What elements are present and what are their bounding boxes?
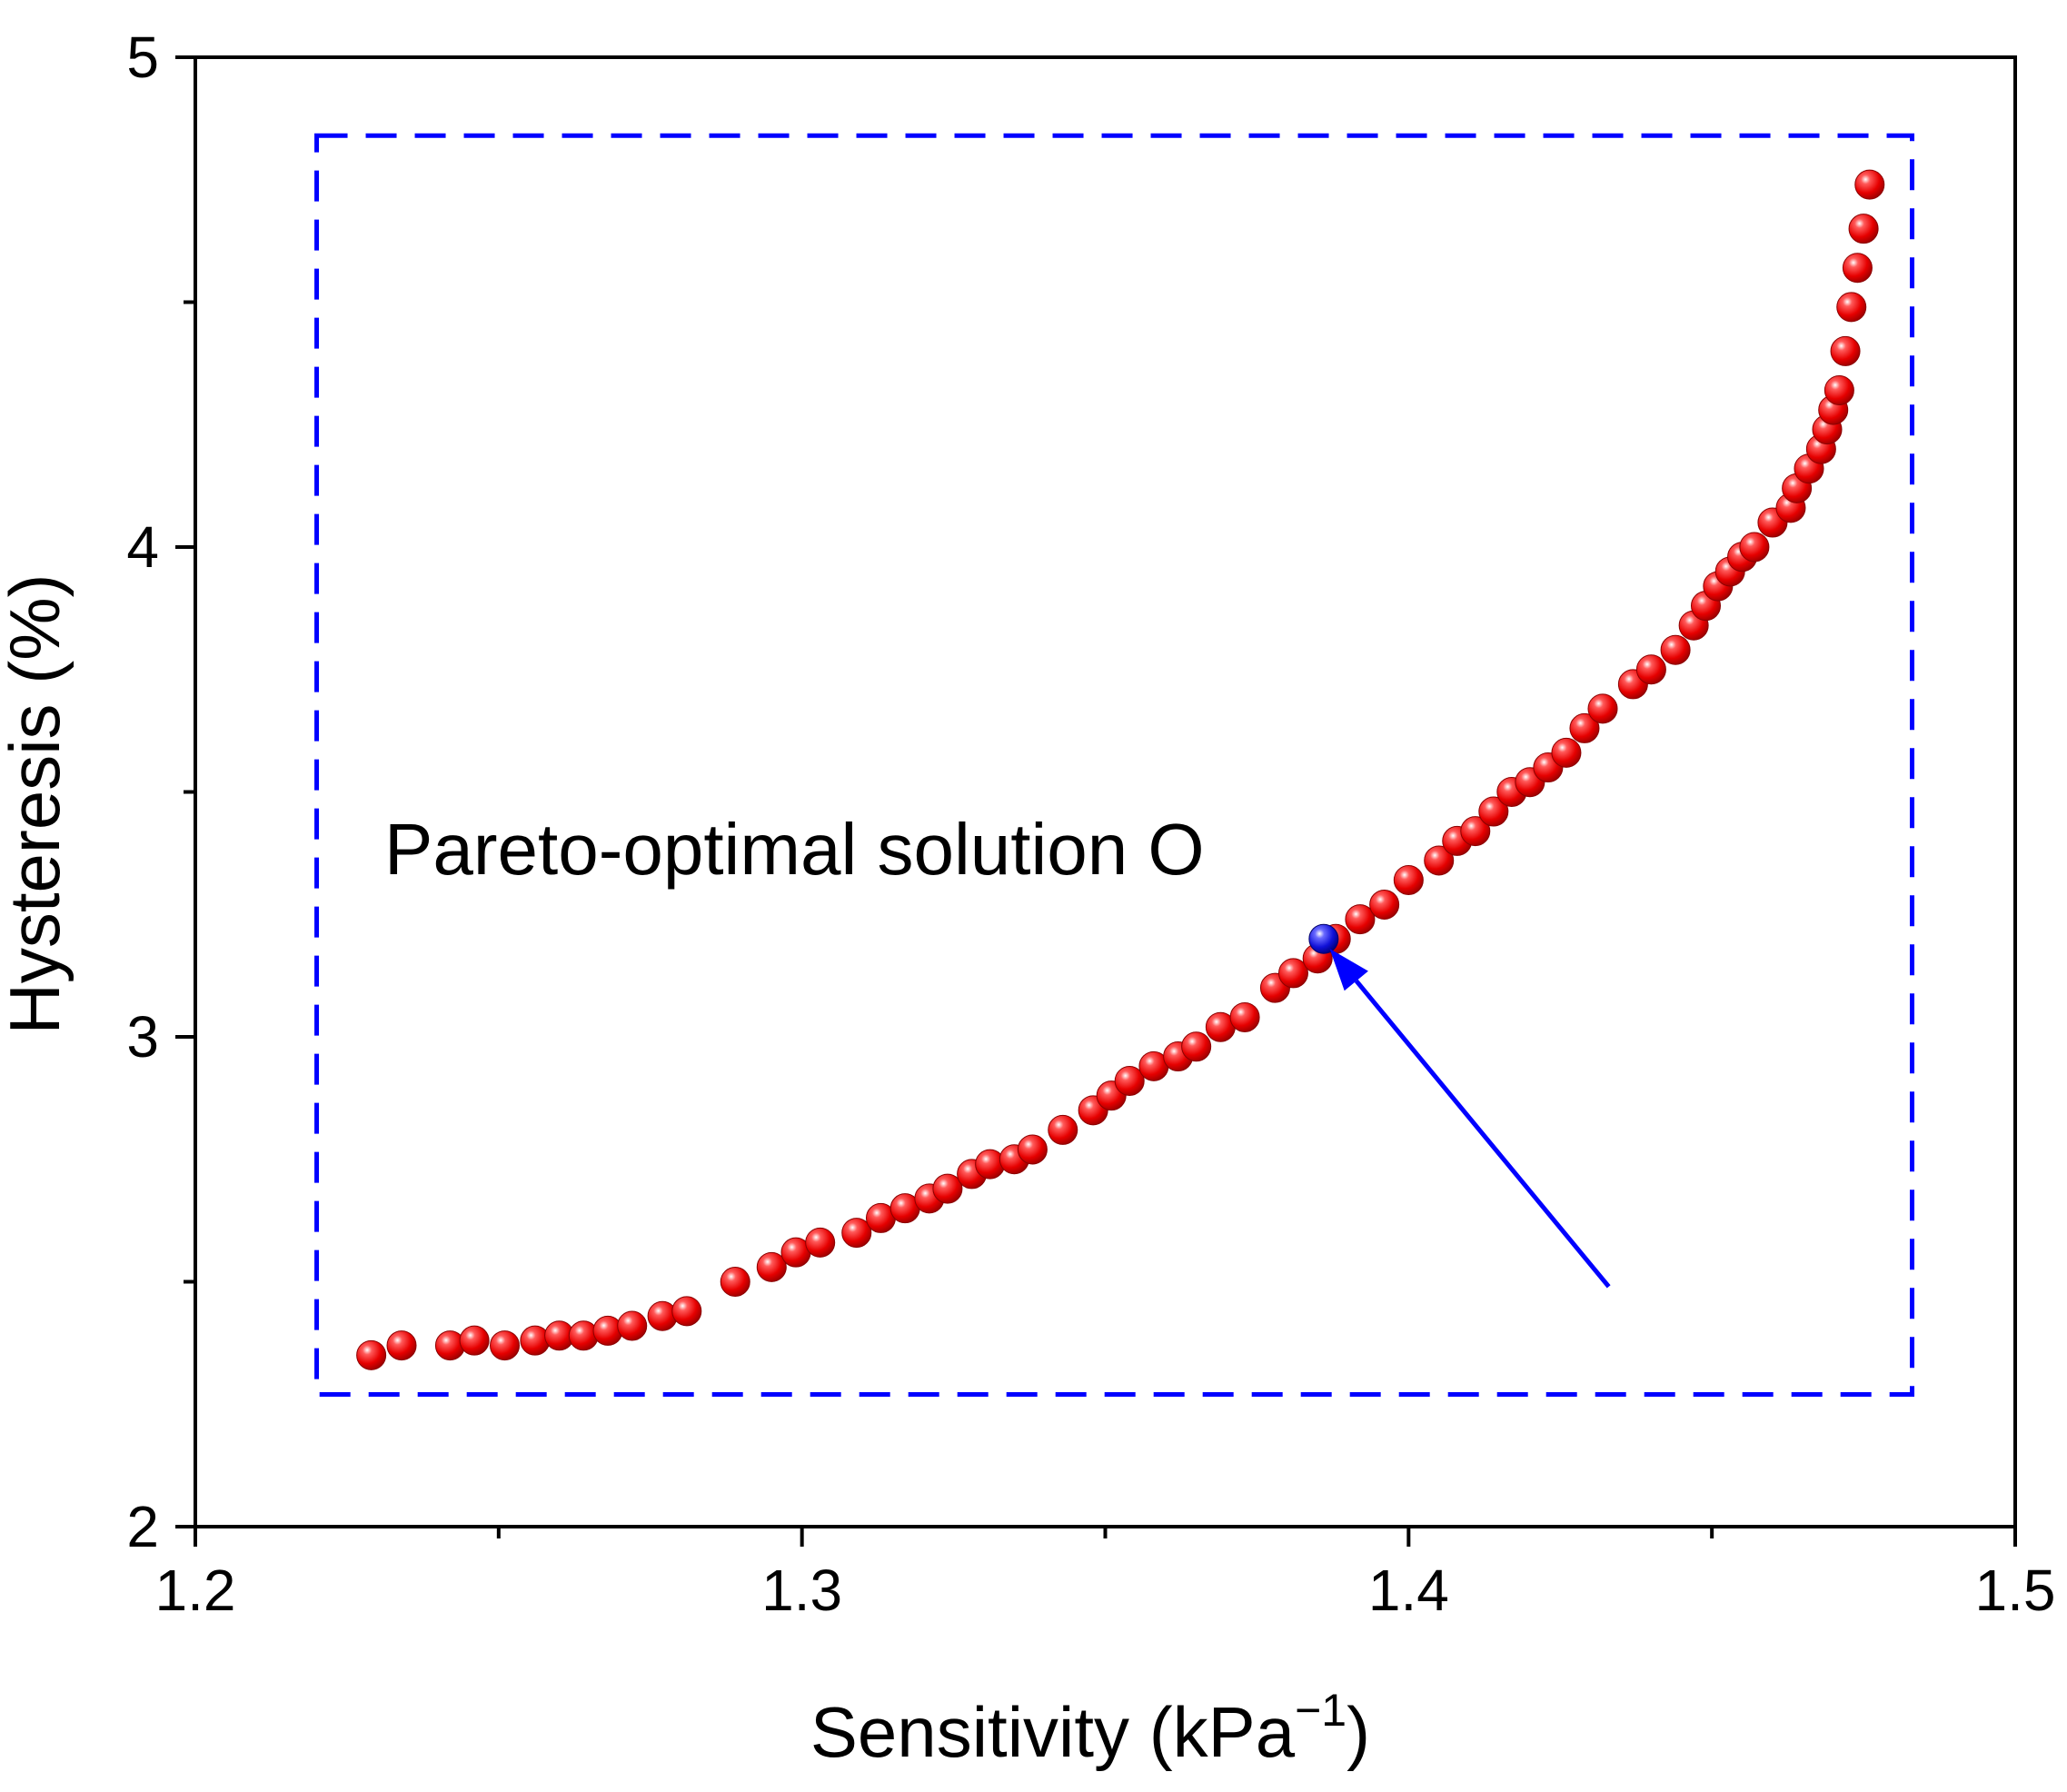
- data-point: [1739, 532, 1770, 562]
- data-point: [1460, 816, 1491, 847]
- data-point: [386, 1330, 417, 1361]
- data-point: [1369, 889, 1400, 920]
- data-point: [805, 1227, 836, 1258]
- x-tick-label: 1.3: [761, 1558, 842, 1623]
- y-tick-label: 3: [126, 1004, 159, 1070]
- data-point: [1635, 654, 1666, 685]
- y-tick-label: 2: [126, 1494, 159, 1559]
- data-point: [720, 1267, 750, 1297]
- data-point: [1854, 169, 1885, 200]
- data-point: [932, 1173, 963, 1204]
- data-point: [1181, 1031, 1212, 1062]
- data-point: [356, 1339, 387, 1370]
- x-axis-title-superscript: −1: [1295, 1685, 1347, 1736]
- data-point: [617, 1310, 648, 1341]
- x-axis-title-main: Sensitivity (kPa: [810, 1692, 1296, 1772]
- data-point: [1551, 737, 1582, 768]
- data-point: [756, 1251, 787, 1282]
- data-point: [1660, 634, 1691, 665]
- data-point: [1587, 693, 1618, 724]
- data-points: [356, 169, 1885, 1370]
- plot-frame: [194, 55, 2017, 1528]
- data-point: [1229, 1001, 1260, 1032]
- data-point: [1824, 375, 1854, 406]
- x-tick-label: 1.5: [1975, 1558, 2056, 1623]
- annotation-label: Pareto-optimal solution O: [384, 809, 1205, 890]
- data-point: [1277, 958, 1308, 989]
- data-point: [671, 1296, 702, 1327]
- y-axis-title: Hysteresis (%): [0, 573, 75, 1034]
- y-tick-label: 5: [126, 25, 159, 90]
- y-tick-label: 4: [126, 514, 159, 580]
- optimal-point: [1308, 923, 1339, 954]
- x-axis-title-close: ): [1347, 1692, 1370, 1772]
- data-point: [841, 1218, 872, 1249]
- arrow-shaft: [1354, 979, 1611, 1289]
- data-point: [459, 1325, 490, 1356]
- x-tick-label: 1.4: [1368, 1558, 1449, 1623]
- data-point: [1345, 904, 1376, 935]
- data-point: [1842, 253, 1873, 284]
- data-point: [1048, 1114, 1078, 1145]
- data-point: [1830, 335, 1861, 366]
- data-point: [1569, 712, 1600, 743]
- data-point: [1478, 796, 1509, 827]
- data-point: [1017, 1134, 1048, 1165]
- highlight-arrow: [1329, 948, 1611, 1289]
- data-point: [1848, 214, 1879, 244]
- data-point: [1424, 845, 1455, 876]
- data-point: [1114, 1066, 1145, 1097]
- data-point: [1836, 292, 1867, 323]
- x-tick-label: 1.2: [155, 1558, 236, 1623]
- pareto-region-box: [314, 133, 1914, 1397]
- pareto-box-rect: [314, 133, 1914, 1397]
- arrow-head: [1329, 948, 1368, 991]
- axes: 1.2 1.3 1.4 1.5 2 3 4 5: [126, 25, 2055, 1623]
- data-point: [1393, 865, 1424, 896]
- data-point: [490, 1330, 521, 1361]
- x-axis-title: Sensitivity (kPa−1): [810, 1685, 1370, 1772]
